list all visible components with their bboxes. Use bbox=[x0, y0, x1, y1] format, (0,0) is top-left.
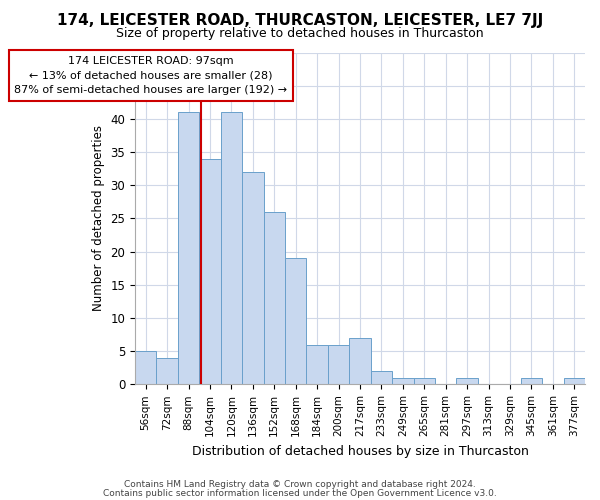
Bar bbox=[263, 212, 285, 384]
Bar bbox=[371, 371, 392, 384]
Bar bbox=[413, 378, 435, 384]
Bar bbox=[285, 258, 307, 384]
Text: 174, LEICESTER ROAD, THURCASTON, LEICESTER, LE7 7JJ: 174, LEICESTER ROAD, THURCASTON, LEICEST… bbox=[57, 12, 543, 28]
Bar bbox=[199, 158, 221, 384]
Text: 174 LEICESTER ROAD: 97sqm
← 13% of detached houses are smaller (28)
87% of semi-: 174 LEICESTER ROAD: 97sqm ← 13% of detac… bbox=[14, 56, 287, 96]
X-axis label: Distribution of detached houses by size in Thurcaston: Distribution of detached houses by size … bbox=[191, 444, 529, 458]
Bar bbox=[328, 344, 349, 385]
Bar bbox=[457, 378, 478, 384]
Bar bbox=[392, 378, 413, 384]
Bar bbox=[521, 378, 542, 384]
Bar bbox=[221, 112, 242, 384]
Bar bbox=[135, 351, 157, 384]
Bar bbox=[178, 112, 199, 384]
Y-axis label: Number of detached properties: Number of detached properties bbox=[92, 126, 105, 312]
Text: Size of property relative to detached houses in Thurcaston: Size of property relative to detached ho… bbox=[116, 28, 484, 40]
Text: Contains public sector information licensed under the Open Government Licence v3: Contains public sector information licen… bbox=[103, 488, 497, 498]
Text: Contains HM Land Registry data © Crown copyright and database right 2024.: Contains HM Land Registry data © Crown c… bbox=[124, 480, 476, 489]
Bar bbox=[349, 338, 371, 384]
Bar bbox=[242, 172, 263, 384]
Bar bbox=[563, 378, 585, 384]
Bar bbox=[307, 344, 328, 385]
Bar bbox=[157, 358, 178, 384]
